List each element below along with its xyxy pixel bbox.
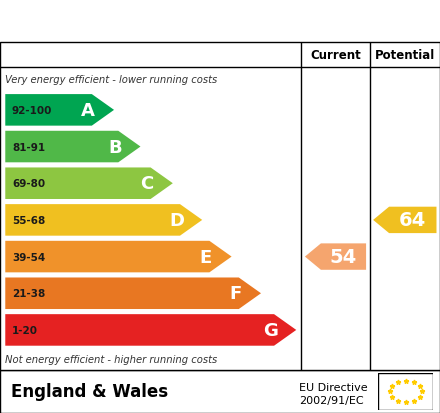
- Text: F: F: [229, 285, 242, 302]
- Text: 92-100: 92-100: [12, 106, 52, 116]
- Text: 2002/91/EC: 2002/91/EC: [299, 395, 364, 405]
- Text: Energy Efficiency Rating: Energy Efficiency Rating: [11, 12, 299, 33]
- Text: D: D: [169, 211, 184, 229]
- Text: Potential: Potential: [375, 49, 435, 62]
- Text: G: G: [263, 321, 278, 339]
- Text: Very energy efficient - lower running costs: Very energy efficient - lower running co…: [5, 75, 217, 85]
- Text: 54: 54: [330, 247, 357, 266]
- Text: 1-20: 1-20: [12, 325, 38, 335]
- Polygon shape: [5, 204, 202, 236]
- Text: 21-38: 21-38: [12, 289, 45, 299]
- Polygon shape: [5, 168, 173, 199]
- Polygon shape: [305, 244, 366, 270]
- Text: A: A: [81, 102, 95, 120]
- Text: B: B: [108, 138, 121, 156]
- Text: 55-68: 55-68: [12, 215, 45, 225]
- Text: C: C: [140, 175, 154, 193]
- Polygon shape: [5, 95, 114, 126]
- Polygon shape: [5, 241, 231, 273]
- Text: 81-91: 81-91: [12, 142, 45, 152]
- Text: Current: Current: [310, 49, 361, 62]
- Polygon shape: [5, 314, 296, 346]
- Text: 69-80: 69-80: [12, 179, 45, 189]
- Text: 64: 64: [399, 211, 426, 230]
- Text: 39-54: 39-54: [12, 252, 45, 262]
- Text: EU Directive: EU Directive: [299, 382, 368, 392]
- Polygon shape: [5, 131, 140, 163]
- Polygon shape: [5, 278, 261, 309]
- Text: Not energy efficient - higher running costs: Not energy efficient - higher running co…: [5, 354, 217, 364]
- Polygon shape: [373, 207, 436, 233]
- Text: England & Wales: England & Wales: [11, 382, 168, 400]
- Text: E: E: [200, 248, 212, 266]
